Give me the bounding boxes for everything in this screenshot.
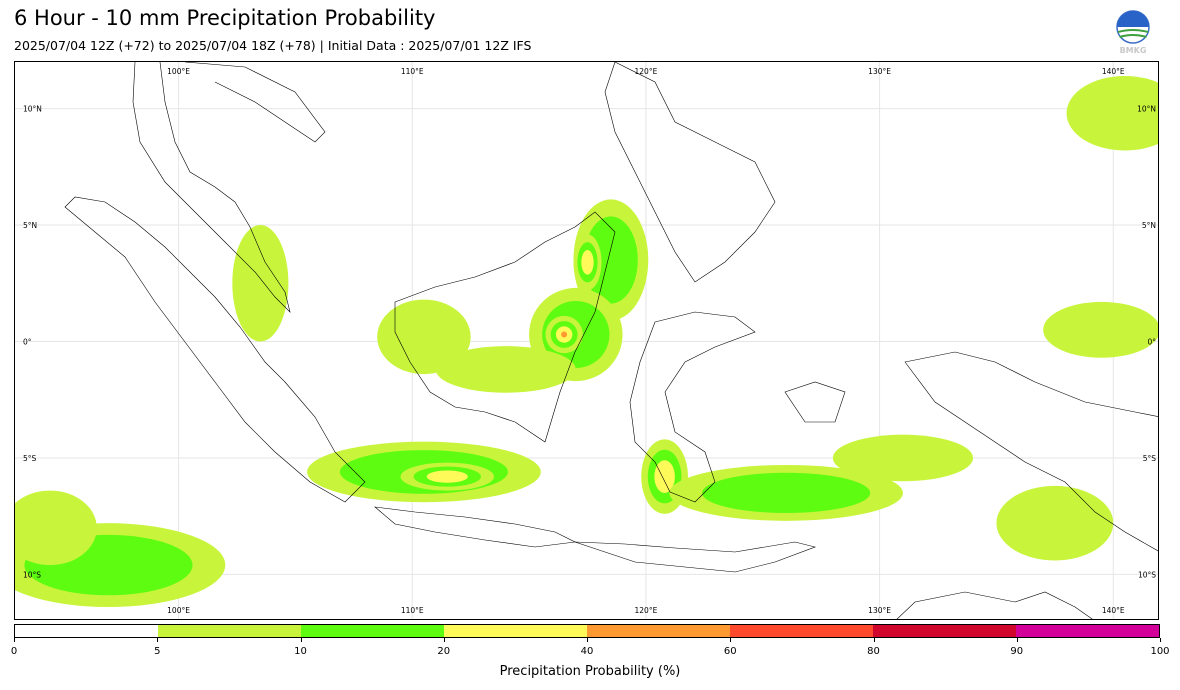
colorbar-tick-mark — [300, 638, 302, 642]
precip-area-flores-sea-level-2 — [702, 472, 871, 514]
colorbar-segment — [444, 625, 587, 637]
colorbar-segment — [1016, 625, 1159, 637]
map-subtitle: 2025/07/04 12Z (+72) to 2025/07/04 18Z (… — [14, 38, 532, 53]
colorbar-tick-mark — [443, 638, 445, 642]
precip-area-borneo-central-level-1 — [435, 346, 576, 393]
colorbar-tick-label: 80 — [867, 646, 880, 657]
lon-label-bottom: 100°E — [167, 606, 190, 615]
lat-label-left: 0° — [23, 338, 32, 347]
colorbar-tick-label: 90 — [1010, 646, 1024, 657]
lat-label-left: 5°S — [23, 454, 37, 463]
colorbar-segment — [158, 625, 301, 637]
precip-area-arafura-sea-level-1 — [996, 485, 1114, 561]
colorbar — [14, 624, 1160, 638]
colorbar-tick-label: 20 — [437, 646, 451, 657]
lon-label-top: 130°E — [868, 67, 891, 76]
colorbar-tick-label: 5 — [154, 646, 161, 657]
lat-label-right: 10°S — [1138, 570, 1156, 579]
maluku-coast — [784, 381, 846, 423]
colorbar-tick-mark — [587, 638, 588, 642]
map-canvas: 100°E 100°E 110°E 110°E 120°E 120°E 130°E 130°E… — [15, 62, 1158, 619]
lat-label-left: 5°N — [23, 221, 37, 230]
philippines-coast — [604, 62, 776, 283]
precip-area-malaysia-east-coast-level-1 — [232, 225, 289, 342]
colorbar-tick-mark — [1160, 638, 1161, 642]
precip-area-borneo-north-core-level-3 — [581, 250, 594, 275]
sumatra-coast — [64, 196, 366, 503]
coastlines — [64, 62, 1158, 619]
precipitation-map: 100°E 100°E 110°E 110°E 120°E 120°E 130°E 130°E… — [14, 61, 1159, 620]
logo-text: BMKG — [1120, 46, 1147, 55]
lat-label-right: 5°S — [1143, 454, 1157, 463]
colorbar-segment — [15, 625, 158, 637]
borneo-coast — [394, 211, 616, 443]
precipitation-overlay — [15, 75, 1158, 608]
precip-area-sulawesi-south-level-3 — [654, 460, 675, 493]
vietnam-coast — [184, 62, 326, 143]
lat-label-right: 10°N — [1137, 105, 1156, 114]
bmkg-logo-icon: BMKG — [1116, 10, 1150, 55]
colorbar-tick-mark — [157, 638, 159, 642]
colorbar-tick-label: 100 — [1150, 646, 1170, 657]
precip-area-borneo-east-core-level-4 — [561, 331, 568, 338]
malay-peninsula-coast — [132, 62, 291, 313]
colorbar-tick-label: 40 — [580, 646, 594, 657]
axis-labels: 100°E 100°E 110°E 110°E 120°E 120°E 130°E 130°E… — [23, 67, 1156, 615]
colorbar-segment — [587, 625, 730, 637]
lon-label-top: 120°E — [635, 67, 658, 76]
lon-label-bottom: 110°E — [401, 606, 424, 615]
colorbar-label: Precipitation Probability (%) — [499, 664, 681, 679]
australia-coast — [896, 591, 1093, 619]
lat-label-left: 10°S — [23, 570, 41, 579]
colorbar-tick-mark — [730, 638, 732, 642]
lon-label-top: 140°E — [1102, 67, 1125, 76]
lon-label-bottom: 120°E — [635, 606, 658, 615]
colorbar-segment — [873, 625, 1016, 637]
precip-area-philippine-east-level-1 — [1066, 75, 1158, 151]
colorbar-tick-label: 60 — [723, 646, 737, 657]
precip-area-java-sea-core-level-3 — [426, 470, 468, 483]
sulawesi-coast — [629, 311, 756, 503]
map-title: 6 Hour - 10 mm Precipitation Probability — [14, 6, 436, 30]
lon-label-top: 110°E — [401, 67, 424, 76]
lat-label-left: 10°N — [23, 105, 42, 114]
lat-label-right: 5°N — [1142, 221, 1156, 230]
colorbar-tick-mark — [873, 638, 875, 642]
java-coast — [374, 506, 577, 548]
colorbar-tick-mark — [1016, 638, 1018, 642]
precip-area-borneo-west-level-1 — [377, 299, 471, 375]
lon-label-bottom: 140°E — [1102, 606, 1125, 615]
nusa-tenggara-coast — [574, 541, 817, 573]
colorbar-tick-label: 10 — [294, 646, 307, 657]
colorbar-ticks: 0 5 10 20 40 60 80 90 100 — [10, 646, 1170, 660]
colorbar-tick-label: 0 — [10, 646, 18, 657]
colorbar-tick-mark — [14, 638, 15, 642]
colorbar-tickmarks — [14, 638, 1161, 642]
precip-area-indian-ocean-west-level-1 — [15, 490, 97, 566]
colorbar-segment — [730, 625, 873, 637]
lat-label-right: 0° — [1147, 338, 1156, 347]
papua-coast — [904, 351, 1158, 552]
colorbar-segment — [301, 625, 444, 637]
precip-area-pacific-north-guinea-level-1 — [1043, 301, 1158, 358]
lon-label-bottom: 130°E — [868, 606, 891, 615]
lon-label-top: 100°E — [167, 67, 190, 76]
precip-area-banda-sea-level-1 — [832, 434, 974, 482]
